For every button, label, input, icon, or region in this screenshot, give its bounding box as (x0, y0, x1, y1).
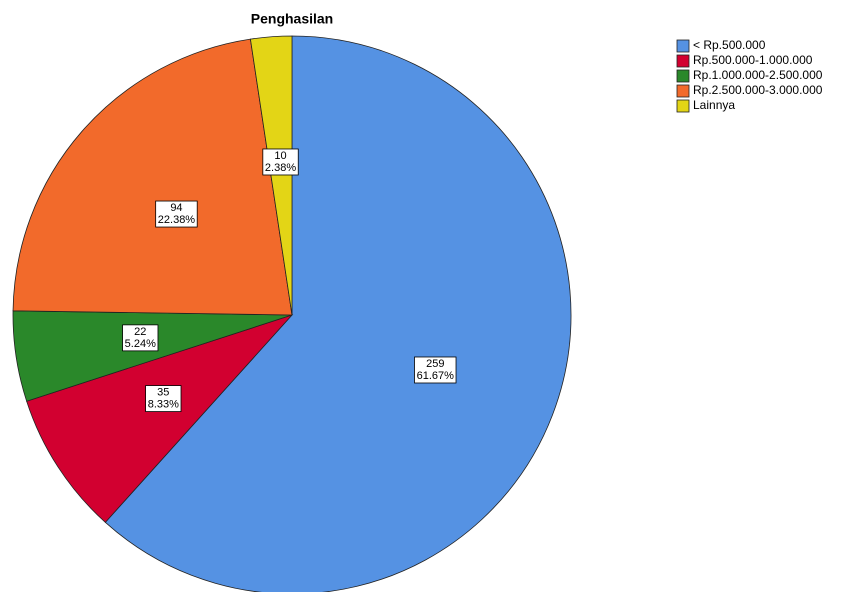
data-label: 225.24% (122, 324, 159, 352)
pie-slice (12, 38, 293, 316)
label-box (414, 356, 457, 384)
legend-label: Rp.500.000-1.000.000 (693, 53, 813, 67)
legend-label: Rp.2.500.000-3.000.000 (693, 83, 823, 97)
legend-swatch (676, 99, 690, 113)
legend-label: < Rp.500.000 (693, 38, 766, 52)
count-label: 35 (157, 386, 169, 398)
percent-label: 61.67% (417, 370, 455, 382)
count-label: 259 (426, 358, 444, 370)
legend-swatch (676, 84, 690, 98)
pie-slice (104, 35, 572, 592)
label-box (122, 324, 159, 352)
data-label: 358.33% (145, 385, 182, 412)
label-box (262, 148, 299, 176)
pie (12, 35, 572, 592)
legend-swatch (676, 54, 690, 68)
legend-swatch (676, 69, 690, 83)
legend: < Rp.500.000Rp.500.000-1.000.000Rp.1.000… (676, 38, 823, 113)
label-box (155, 200, 198, 228)
pie-slice (249, 35, 293, 316)
data-label: 102.38% (262, 148, 299, 176)
legend-label: Lainnya (693, 98, 735, 112)
percent-label: 8.33% (148, 398, 179, 410)
label-box (145, 385, 182, 412)
percent-label: 2.38% (265, 162, 296, 174)
count-label: 94 (170, 202, 182, 214)
legend-swatch (676, 39, 690, 53)
legend-label: Rp.1.000.000-2.500.000 (693, 68, 823, 82)
chart-title: Penghasilan (251, 11, 333, 27)
count-label: 10 (274, 150, 286, 162)
percent-label: 5.24% (125, 338, 156, 350)
pie-slice (26, 314, 294, 523)
percent-label: 22.38% (158, 214, 196, 226)
count-label: 22 (134, 326, 146, 338)
